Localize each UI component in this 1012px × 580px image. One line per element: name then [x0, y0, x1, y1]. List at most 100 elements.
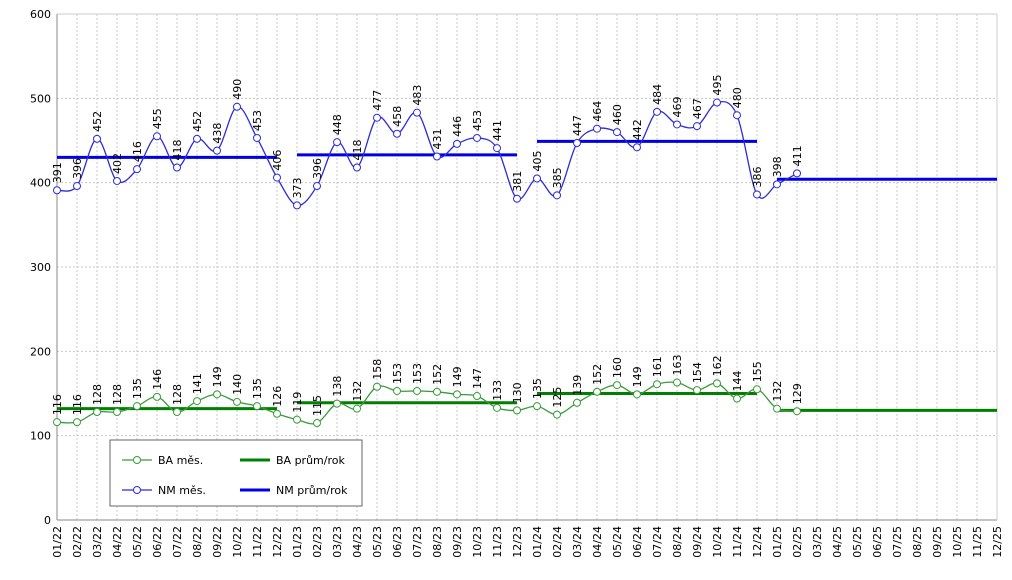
data-label: 152 — [431, 364, 444, 385]
data-point — [653, 107, 661, 116]
x-tick-label: 05/23 — [371, 526, 384, 558]
x-tick-label: 10/24 — [711, 526, 724, 558]
data-point — [53, 186, 61, 195]
x-tick-label: 02/23 — [311, 526, 324, 558]
x-tick-label: 02/22 — [71, 526, 84, 558]
data-point — [653, 380, 661, 389]
data-label: 446 — [451, 116, 464, 137]
data-label: 490 — [231, 79, 244, 100]
x-tick-label: 09/25 — [931, 526, 944, 558]
data-point — [513, 406, 521, 415]
data-point — [733, 394, 741, 403]
data-label: 115 — [311, 395, 324, 416]
x-tick-label: 05/24 — [611, 526, 624, 558]
data-label: 402 — [111, 153, 124, 174]
data-label: 163 — [671, 355, 684, 376]
data-label: 162 — [711, 355, 724, 376]
y-tick-label: 600 — [30, 8, 51, 21]
data-point — [153, 392, 161, 401]
data-point — [133, 402, 141, 411]
data-label: 154 — [691, 362, 704, 383]
data-point — [693, 122, 701, 131]
y-tick-label: 300 — [30, 261, 51, 274]
data-point — [113, 176, 121, 185]
data-point — [73, 182, 81, 191]
data-point — [53, 418, 61, 427]
x-tick-label: 08/22 — [191, 526, 204, 558]
x-tick-label: 04/22 — [111, 526, 124, 558]
x-tick-label: 04/23 — [351, 526, 364, 558]
data-label: 467 — [691, 98, 704, 119]
data-point — [593, 124, 601, 133]
data-label: 398 — [771, 156, 784, 177]
data-point — [573, 139, 581, 148]
data-label: 396 — [311, 158, 324, 179]
data-label: 441 — [491, 120, 504, 141]
data-label: 418 — [171, 139, 184, 160]
x-tick-label: 03/23 — [331, 526, 344, 558]
data-label: 135 — [131, 378, 144, 399]
data-label: 135 — [531, 378, 544, 399]
data-label: 128 — [171, 384, 184, 405]
data-point — [413, 386, 421, 395]
data-point — [353, 404, 361, 413]
data-label: 147 — [471, 368, 484, 389]
y-tick-label: 400 — [30, 177, 51, 190]
x-tick-label: 06/22 — [151, 526, 164, 558]
data-label: 381 — [511, 171, 524, 192]
data-point — [213, 146, 221, 155]
legend-label: NM měs. — [158, 484, 206, 497]
data-point — [473, 392, 481, 401]
data-label: 460 — [611, 104, 624, 125]
data-label: 438 — [211, 123, 224, 144]
data-point — [193, 397, 201, 406]
x-tick-label: 11/23 — [491, 526, 504, 558]
data-label: 386 — [751, 166, 764, 187]
data-point — [113, 408, 121, 417]
x-tick-label: 11/25 — [971, 526, 984, 558]
data-point — [353, 163, 361, 172]
y-tick-label: 100 — [30, 430, 51, 443]
x-tick-label: 08/25 — [911, 526, 924, 558]
data-point — [393, 129, 401, 138]
x-tick-label: 07/22 — [171, 526, 184, 558]
data-point — [693, 386, 701, 395]
data-point — [533, 174, 541, 183]
x-tick-label: 12/24 — [751, 526, 764, 558]
data-point — [373, 113, 381, 122]
x-tick-label: 10/22 — [231, 526, 244, 558]
data-label: 484 — [651, 84, 664, 105]
data-point — [273, 409, 281, 418]
data-label: 442 — [631, 119, 644, 140]
data-point — [793, 407, 801, 416]
data-label: 391 — [51, 162, 64, 183]
data-point — [573, 398, 581, 407]
data-point — [333, 138, 341, 147]
x-tick-label: 08/24 — [671, 526, 684, 558]
x-tick-label: 06/25 — [871, 526, 884, 558]
data-label: 411 — [791, 145, 804, 166]
data-label: 141 — [191, 373, 204, 394]
data-point — [373, 382, 381, 391]
data-point — [553, 410, 561, 419]
legend-marker — [133, 486, 141, 494]
data-point — [133, 165, 141, 174]
legend-marker — [133, 456, 141, 464]
data-point — [433, 152, 441, 161]
data-point — [473, 133, 481, 142]
data-point — [433, 387, 441, 396]
x-tick-label: 04/25 — [831, 526, 844, 558]
data-label: 416 — [131, 141, 144, 162]
data-label: 140 — [231, 374, 244, 395]
x-tick-label: 12/23 — [511, 526, 524, 558]
data-point — [713, 379, 721, 388]
data-point — [193, 134, 201, 143]
x-tick-label: 02/25 — [791, 526, 804, 558]
data-point — [553, 191, 561, 200]
x-tick-label: 08/23 — [431, 526, 444, 558]
x-tick-label: 09/22 — [211, 526, 224, 558]
data-point — [793, 169, 801, 178]
data-point — [613, 381, 621, 390]
data-label: 483 — [411, 85, 424, 106]
data-point — [673, 120, 681, 129]
